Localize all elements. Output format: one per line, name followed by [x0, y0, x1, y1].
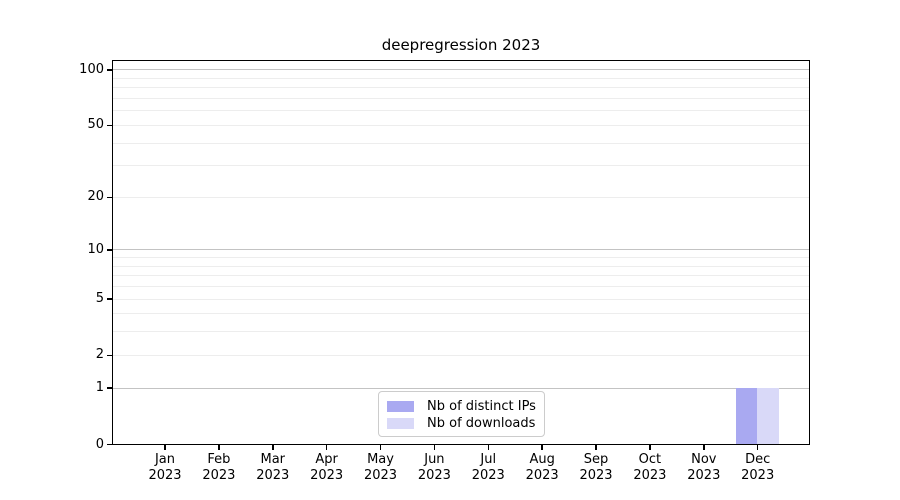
minor-gridline-y-2 — [113, 354, 809, 356]
x-tick-label-month: Dec — [745, 451, 771, 467]
x-tick-label-Apr: Apr 2023 — [297, 452, 357, 484]
minor-gridline-y-7 — [113, 275, 809, 277]
x-tick-label-month: Aug — [529, 451, 555, 467]
major-gridline-y-1 — [113, 387, 809, 389]
y-tick-label-20: 20 — [87, 189, 104, 205]
x-tick-mark-Jan — [164, 444, 166, 450]
x-tick-label-year: 2023 — [310, 467, 344, 483]
y-tick-mark-5 — [107, 298, 112, 300]
bar-downloads-Dec — [757, 387, 779, 444]
y-tick-label-1: 1 — [95, 380, 104, 396]
x-tick-label-year: 2023 — [579, 467, 613, 483]
x-tick-label-year: 2023 — [202, 467, 236, 483]
legend-label-distinct-ips: Nb of distinct IPs — [427, 398, 536, 414]
minor-gridline-y-30 — [113, 165, 809, 167]
x-tick-label-month: Apr — [315, 451, 338, 467]
x-tick-label-year: 2023 — [741, 467, 775, 483]
y-tick-mark-20 — [107, 196, 112, 199]
x-tick-mark-Jun — [433, 444, 436, 450]
x-tick-mark-Nov — [703, 444, 705, 450]
minor-gridline-y-60 — [113, 110, 809, 112]
x-tick-label-Oct: Oct 2023 — [620, 452, 680, 484]
x-tick-mark-Dec — [756, 444, 759, 450]
x-tick-label-year: 2023 — [525, 467, 559, 483]
minor-gridline-y-50 — [113, 124, 809, 126]
legend: Nb of distinct IPs Nb of downloads — [378, 391, 545, 437]
minor-gridline-y-3 — [113, 331, 809, 333]
x-tick-mark-Apr — [325, 444, 328, 450]
x-tick-label-Feb: Feb 2023 — [189, 452, 249, 484]
minor-gridline-y-40 — [113, 142, 809, 144]
y-tick-label-5: 5 — [95, 291, 104, 307]
legend-item-downloads: Nb of downloads — [387, 415, 536, 432]
x-tick-label-month: Nov — [691, 451, 717, 467]
minor-gridline-y-80 — [113, 87, 809, 89]
x-tick-mark-Jul — [487, 444, 490, 450]
x-tick-label-month: Feb — [207, 451, 231, 467]
x-tick-label-month: Jan — [154, 451, 176, 467]
bar-distinct-ips-Dec — [735, 387, 758, 444]
minor-gridline-y-5 — [113, 298, 809, 300]
x-tick-label-Nov: Nov 2023 — [674, 452, 734, 484]
y-tick-label-50: 50 — [87, 117, 104, 133]
major-gridline-y-100 — [113, 69, 809, 71]
x-tick-label-month: Sep — [583, 451, 609, 467]
x-tick-label-month: May — [367, 451, 394, 467]
x-tick-label-month: Oct — [638, 451, 662, 467]
x-tick-label-year: 2023 — [417, 467, 451, 483]
plot-area — [112, 60, 810, 445]
x-tick-mark-Sep — [595, 444, 597, 450]
x-tick-label-Aug: Aug 2023 — [512, 452, 572, 484]
y-tick-label-100: 100 — [79, 61, 104, 77]
x-tick-label-year: 2023 — [363, 467, 398, 483]
y-tick-mark-10 — [107, 249, 112, 251]
x-tick-mark-Mar — [272, 444, 274, 450]
minor-gridline-y-6 — [113, 286, 809, 288]
legend-item-distinct-ips: Nb of distinct IPs — [387, 398, 536, 415]
y-tick-mark-2 — [107, 354, 112, 357]
x-tick-mark-Oct — [649, 444, 651, 450]
x-tick-label-Sep: Sep 2023 — [566, 452, 626, 484]
y-tick-mark-100 — [107, 69, 112, 71]
x-tick-mark-May — [379, 444, 382, 450]
x-tick-mark-Aug — [541, 444, 543, 450]
legend-label-downloads: Nb of downloads — [427, 415, 536, 431]
major-gridline-y-10 — [113, 249, 809, 251]
x-tick-label-Dec: Dec 2023 — [728, 452, 788, 484]
y-tick-label-0: 0 — [95, 436, 104, 452]
chart-title: deepregression 2023 — [381, 36, 541, 54]
legend-swatch-downloads — [387, 418, 414, 429]
y-tick-mark-0 — [107, 443, 112, 446]
y-tick-label-2: 2 — [95, 347, 104, 363]
x-tick-label-Jun: Jun 2023 — [404, 452, 464, 484]
minor-gridline-y-70 — [113, 97, 809, 99]
x-tick-label-year: 2023 — [471, 467, 505, 483]
y-tick-label-10: 10 — [87, 241, 104, 257]
x-tick-label-month: Mar — [260, 451, 286, 467]
x-tick-label-Jul: Jul 2023 — [458, 452, 518, 484]
x-tick-mark-Feb — [218, 444, 220, 450]
y-tick-mark-1 — [107, 387, 112, 389]
legend-swatch-distinct-ips — [387, 401, 414, 412]
x-tick-label-year: 2023 — [687, 467, 721, 483]
x-tick-label-month: Jun — [424, 451, 445, 467]
x-tick-label-year: 2023 — [148, 467, 182, 483]
x-tick-label-Mar: Mar 2023 — [243, 452, 303, 484]
minor-gridline-y-4 — [113, 313, 809, 315]
x-tick-label-May: May 2023 — [351, 452, 411, 484]
minor-gridline-y-9 — [113, 257, 809, 259]
y-tick-mark-50 — [107, 124, 112, 127]
x-tick-label-Jan: Jan 2023 — [135, 452, 195, 484]
minor-gridline-y-90 — [113, 77, 809, 79]
minor-gridline-y-8 — [113, 265, 809, 267]
minor-gridline-y-20 — [113, 196, 809, 198]
x-tick-label-year: 2023 — [256, 467, 290, 483]
x-tick-label-month: Jul — [480, 451, 497, 467]
x-tick-label-year: 2023 — [633, 467, 667, 483]
